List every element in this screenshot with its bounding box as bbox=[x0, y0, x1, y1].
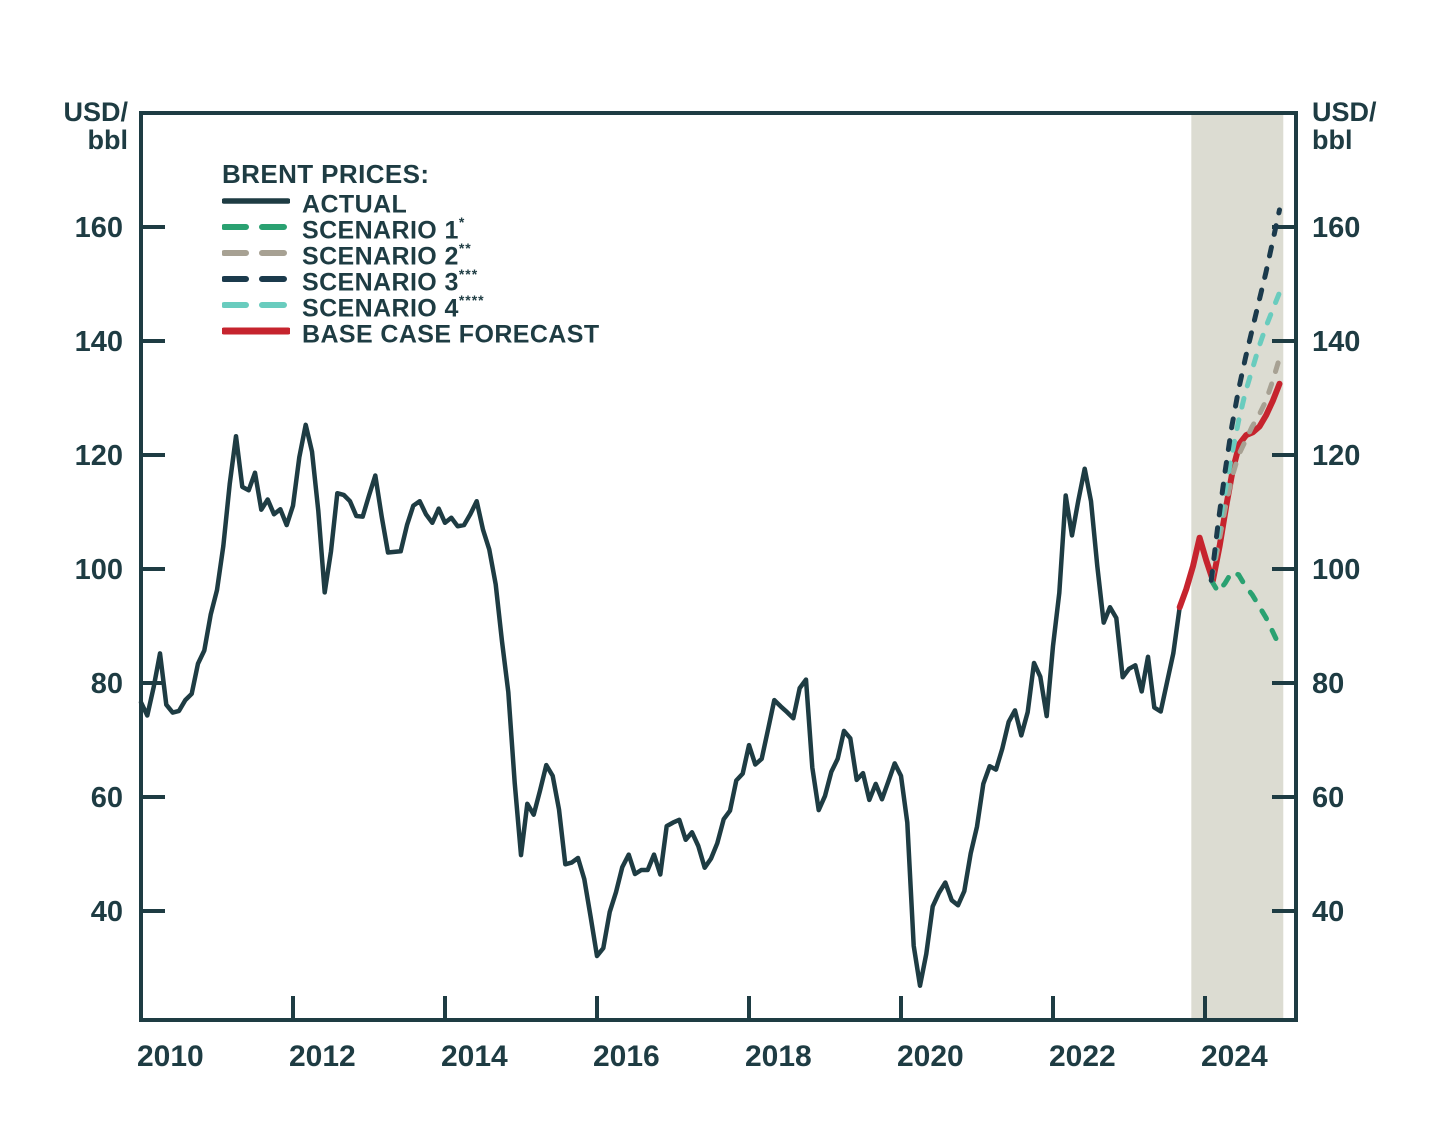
legend-swatch-scenario1-line-icon bbox=[222, 224, 290, 230]
legend-item-actual: ACTUAL bbox=[222, 188, 600, 219]
x-axis-tick-label: 2024 bbox=[1201, 1040, 1268, 1073]
y-axis-tick-label-right: 40 bbox=[1312, 896, 1344, 928]
y-axis-tick-label-left: 80 bbox=[91, 668, 123, 700]
y-axis-unit-left: bbl bbox=[88, 125, 129, 155]
legend-swatch-actual-line-icon bbox=[222, 198, 290, 204]
y-axis-tick-label-left: 100 bbox=[75, 554, 123, 586]
legend-item-scenario1: SCENARIO 1* bbox=[222, 213, 600, 245]
legend-swatch-scenario4-line-icon bbox=[222, 302, 290, 308]
series-actual bbox=[138, 422, 1182, 988]
series-scenario-2 bbox=[1208, 355, 1282, 583]
x-axis-tick-label: 2014 bbox=[441, 1040, 508, 1073]
legend-label-scenario1: SCENARIO 1* bbox=[302, 213, 466, 245]
y-axis-tick-label-left: 40 bbox=[91, 896, 123, 928]
x-axis-tick-label: 2012 bbox=[289, 1040, 356, 1073]
legend-label-scenario3: SCENARIO 3*** bbox=[302, 265, 479, 297]
x-axis-tick-label: 2020 bbox=[897, 1040, 964, 1073]
y-axis-tick-label-right: 60 bbox=[1312, 782, 1344, 814]
y-axis-tick-label-left: 140 bbox=[75, 326, 123, 358]
legend-title: BRENT PRICES: bbox=[222, 159, 430, 189]
y-axis-tick-label-right: 100 bbox=[1312, 554, 1360, 586]
y-axis-unit-left: USD/ bbox=[63, 97, 128, 127]
x-axis-tick-label: 2010 bbox=[137, 1040, 204, 1073]
y-axis-tick-label-right: 140 bbox=[1312, 326, 1360, 358]
y-axis-tick-label-right: 120 bbox=[1312, 440, 1360, 472]
y-axis-tick-label-right: 160 bbox=[1312, 212, 1360, 244]
plot-border bbox=[139, 111, 1298, 1022]
y-axis-tick-label-left: 60 bbox=[91, 782, 123, 814]
x-axis-tick-label: 2018 bbox=[745, 1040, 812, 1073]
y-axis-unit-right: USD/ bbox=[1312, 97, 1377, 127]
legend-item-scenario2: SCENARIO 2** bbox=[222, 239, 600, 271]
y-axis-unit-right: bbl bbox=[1312, 125, 1353, 155]
y-axis-tick-label-right: 80 bbox=[1312, 668, 1344, 700]
legend-label-actual: ACTUAL bbox=[302, 190, 408, 219]
legend-label-base-case: BASE CASE FORECAST bbox=[302, 320, 600, 349]
legend-item-scenario3: SCENARIO 3*** bbox=[222, 265, 600, 297]
series-scenario-1 bbox=[1208, 569, 1282, 649]
legend-item-base-case: BASE CASE FORECAST bbox=[222, 318, 600, 349]
series-scenario-3 bbox=[1208, 207, 1282, 583]
legend-label-scenario2: SCENARIO 2** bbox=[302, 239, 472, 271]
chart-legend: BRENT PRICES: ACTUAL SCENARIO 1* SCENARI… bbox=[222, 159, 600, 349]
y-axis-tick-label-left: 160 bbox=[75, 212, 123, 244]
legend-swatch-scenario2-line-icon bbox=[222, 250, 290, 256]
x-axis-tick-label: 2016 bbox=[593, 1040, 660, 1073]
legend-swatch-scenario3-line-icon bbox=[222, 276, 290, 282]
legend-item-scenario4: SCENARIO 4**** bbox=[222, 291, 600, 323]
y-axis-tick-label-left: 120 bbox=[75, 440, 123, 472]
legend-swatch-base-case-line-icon bbox=[222, 327, 290, 335]
x-axis-tick-label: 2022 bbox=[1049, 1040, 1116, 1073]
legend-label-scenario4: SCENARIO 4**** bbox=[302, 291, 485, 323]
